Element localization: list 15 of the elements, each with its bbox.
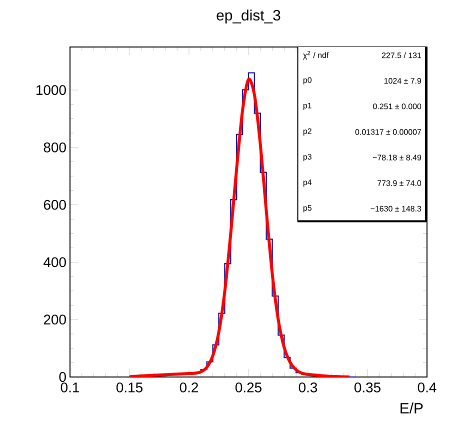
y-tick-label: 400 — [44, 257, 66, 268]
y-tick-label: 1000 — [36, 85, 66, 95]
x-tick-label: 0.35 — [354, 382, 380, 392]
y-tick-label: 0 — [59, 372, 66, 382]
x-tick-label: 0.1 — [60, 382, 80, 392]
x-tick-label: 0.15 — [116, 382, 142, 392]
chart-title: ep_dist_3 — [216, 10, 280, 24]
x-tick-label: 0.2 — [180, 382, 198, 392]
x-tick-label: 0.25 — [235, 382, 262, 392]
x-tick-label: 0.3 — [298, 382, 318, 392]
y-tick-label: 200 — [44, 314, 66, 325]
x-tick-label: 0.4 — [418, 382, 436, 392]
y-tick-label: 600 — [44, 200, 66, 210]
x-axis-title: E/P — [400, 402, 423, 414]
y-tick-label: 800 — [44, 142, 66, 152]
